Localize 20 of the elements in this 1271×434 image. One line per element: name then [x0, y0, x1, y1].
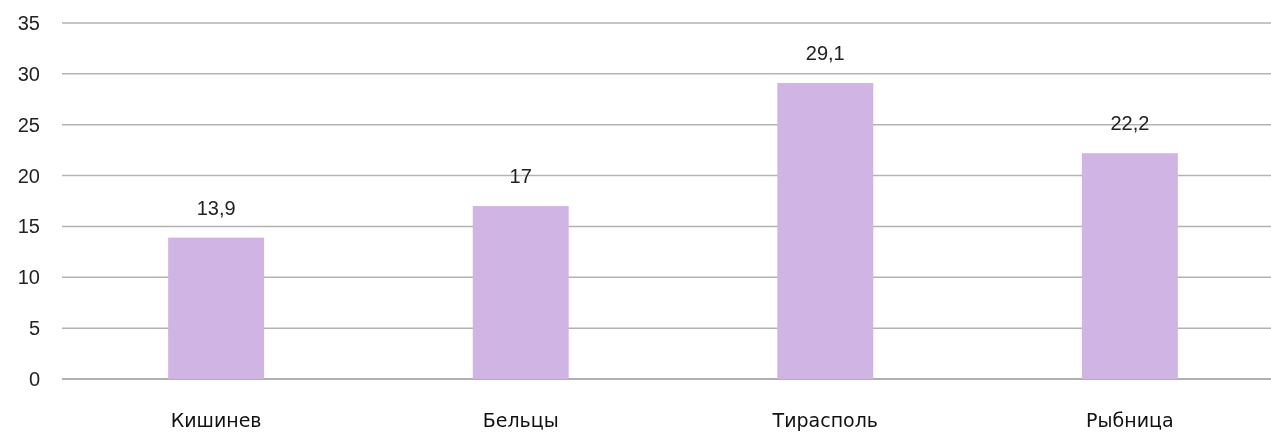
data-label: 22,2 — [1110, 112, 1150, 135]
y-tick-label: 0 — [28, 368, 40, 390]
x-tick-label: Кишинев — [170, 409, 262, 431]
y-tick-label: 10 — [17, 266, 40, 289]
x-tick-label: Рыбница — [1086, 409, 1174, 431]
y-tick-label: 5 — [28, 317, 40, 340]
y-tick-label: 35 — [17, 12, 40, 34]
x-tick-label: Тирасполь — [771, 409, 879, 431]
y-tick-label: 30 — [17, 62, 40, 85]
data-label: 17 — [509, 165, 532, 188]
bar — [777, 83, 874, 379]
bar — [472, 206, 569, 379]
bar — [168, 237, 265, 379]
y-tick-label: 20 — [17, 164, 40, 187]
data-label: 29,1 — [805, 42, 845, 65]
y-tick-label: 25 — [17, 113, 40, 136]
data-label: 13,9 — [196, 196, 236, 219]
bar — [1081, 153, 1178, 379]
y-tick-label: 15 — [17, 215, 40, 238]
x-tick-label: Бельцы — [482, 409, 559, 431]
